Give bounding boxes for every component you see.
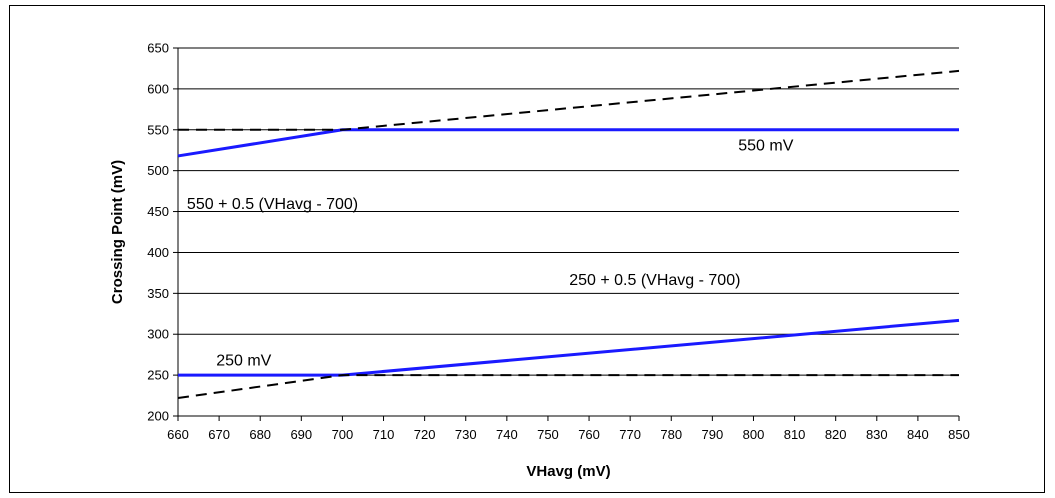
y-tick-label: 500	[147, 163, 169, 178]
x-tick-label: 770	[619, 427, 641, 442]
annotation-label-4: 250 mV	[216, 352, 271, 369]
y-tick-label: 450	[147, 204, 169, 219]
y-tick-label: 550	[147, 122, 169, 137]
annotation-label-3: 250 + 0.5 (VHavg - 700)	[569, 272, 740, 289]
y-tick-label: 300	[147, 327, 169, 342]
data-series	[177, 69, 960, 399]
x-tick-label: 670	[208, 427, 230, 442]
x-tick-label: 820	[825, 427, 847, 442]
x-tick-label: 740	[496, 427, 518, 442]
annotation-label-2: 550 + 0.5 (VHavg - 700)	[187, 196, 358, 213]
dashed-series-line-3	[178, 69, 960, 131]
y-tick-label: 600	[147, 81, 169, 96]
y-tick-label: 400	[147, 245, 169, 260]
solid-series-line-2	[178, 318, 960, 377]
x-tick-label: 750	[537, 427, 559, 442]
x-tick-label: 660	[167, 427, 189, 442]
x-tick-label: 850	[948, 427, 970, 442]
y-tick-label: 650	[147, 41, 169, 56]
x-tick-label: 720	[414, 427, 436, 442]
x-tick-label: 690	[290, 427, 312, 442]
x-tick-label: 830	[866, 427, 888, 442]
x-tick-label: 760	[578, 427, 600, 442]
tick-labels: 200 250 300 350 400 450 500 550 600 650 660 670 680 6…	[147, 41, 970, 443]
x-tick-label: 790	[702, 427, 724, 442]
x-tick-label: 700	[332, 427, 354, 442]
solid-series-line-1	[177, 128, 959, 158]
dashed-series-line-4	[177, 374, 959, 399]
x-tick-label: 800	[743, 427, 765, 442]
axes	[173, 47, 960, 421]
y-tick-label: 350	[147, 286, 169, 301]
annotations: 550 mV 550 + 0.5 (VHavg - 700) 250 + 0.5 (…	[187, 137, 794, 369]
chart-frame: 200 250 300 350 400 450 500 550 600 650 660 670 680 6…	[9, 5, 1045, 493]
annotation-label-1: 550 mV	[738, 137, 793, 154]
y-tick-label: 200	[147, 409, 169, 424]
x-axis-title: VHavg (mV)	[526, 463, 610, 480]
x-tick-label: 710	[373, 427, 395, 442]
y-tick-label: 250	[147, 368, 169, 383]
y-axis-title: Crossing Point (mV)	[109, 160, 126, 304]
crossing-point-chart: 200 250 300 350 400 450 500 550 600 650 660 670 680 6…	[109, 41, 970, 481]
x-tick-label: 680	[249, 427, 271, 442]
x-tick-label: 730	[455, 427, 477, 442]
x-tick-label: 840	[907, 427, 929, 442]
x-tick-label: 810	[784, 427, 806, 442]
x-tick-label: 780	[660, 427, 682, 442]
